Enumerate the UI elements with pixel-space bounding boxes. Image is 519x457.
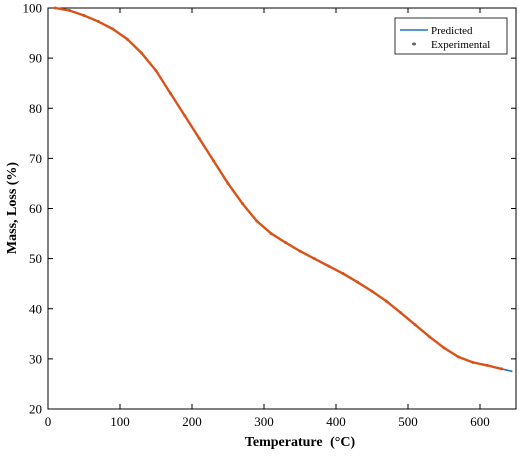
x-axis-unit: (°C) <box>330 435 355 450</box>
experimental-point <box>384 299 388 303</box>
axis-ticks <box>47 7 516 410</box>
x-tick-label: 400 <box>326 414 346 429</box>
series-experimental-points <box>53 6 504 371</box>
legend-experimental-label: Experimental <box>431 39 490 51</box>
legend-box <box>394 17 508 55</box>
experimental-point <box>68 9 72 13</box>
y-tick-label: 70 <box>29 151 42 166</box>
experimental-point <box>298 249 302 253</box>
y-tick-label: 80 <box>29 101 42 116</box>
series-experimental-trace <box>54 6 502 371</box>
experimental-point <box>370 289 374 293</box>
y-tick-label: 90 <box>29 51 42 66</box>
experimental-point <box>485 363 489 367</box>
experimental-point <box>168 91 172 95</box>
experimental-point <box>284 241 288 245</box>
experimental-point <box>399 311 403 315</box>
x-tick-label: 0 <box>45 414 52 429</box>
y-tick-label: 30 <box>29 351 42 366</box>
experimental-point <box>341 272 345 276</box>
x-tick-label: 600 <box>470 414 490 429</box>
experimental-point <box>413 323 417 327</box>
experimental-point <box>197 136 201 140</box>
legend-experimental-swatch: * <box>412 41 417 52</box>
experimental-point <box>442 346 446 350</box>
experimental-point <box>125 37 129 41</box>
series-predicted-line <box>55 7 513 373</box>
experimental-point <box>96 20 100 24</box>
x-axis-title: Temperature (°C) <box>245 435 356 450</box>
axis-tick-labels: 0 100 200 300 400 500 600 20 30 40 50 60 70 80 90 100 <box>23 1 490 430</box>
experimental-point <box>255 219 259 223</box>
experimental-point <box>312 257 316 261</box>
experimental-point <box>82 14 86 18</box>
y-axis-title: Mass, Loss (%) <box>5 162 20 255</box>
experimental-point <box>327 264 331 268</box>
experimental-point <box>140 51 144 55</box>
x-tick-label: 300 <box>254 414 274 429</box>
experimental-point <box>269 232 273 236</box>
legend: Predicted * Experimental <box>394 17 508 55</box>
experimental-point <box>471 360 475 364</box>
experimental-point <box>212 159 216 163</box>
experimental-point <box>428 335 432 339</box>
experimental-point <box>183 114 187 118</box>
legend-predicted-label: Predicted <box>431 25 473 37</box>
x-tick-label: 500 <box>398 414 418 429</box>
x-axis-label: Temperature <box>245 435 323 450</box>
series-layer <box>53 6 513 373</box>
y-tick-label: 50 <box>29 251 42 266</box>
experimental-point <box>356 280 360 284</box>
y-tick-label: 40 <box>29 301 42 316</box>
experimental-point <box>500 367 504 371</box>
x-tick-label: 200 <box>182 414 202 429</box>
experimental-point <box>226 181 230 185</box>
y-tick-label: 20 <box>29 402 42 417</box>
experimental-point <box>154 69 158 73</box>
experimental-point <box>456 355 460 359</box>
y-tick-label: 60 <box>29 201 42 216</box>
experimental-point <box>53 6 57 10</box>
y-tick-label: 100 <box>23 1 43 16</box>
x-tick-label: 100 <box>110 414 130 429</box>
experimental-point <box>240 201 244 205</box>
experimental-point <box>111 27 115 31</box>
